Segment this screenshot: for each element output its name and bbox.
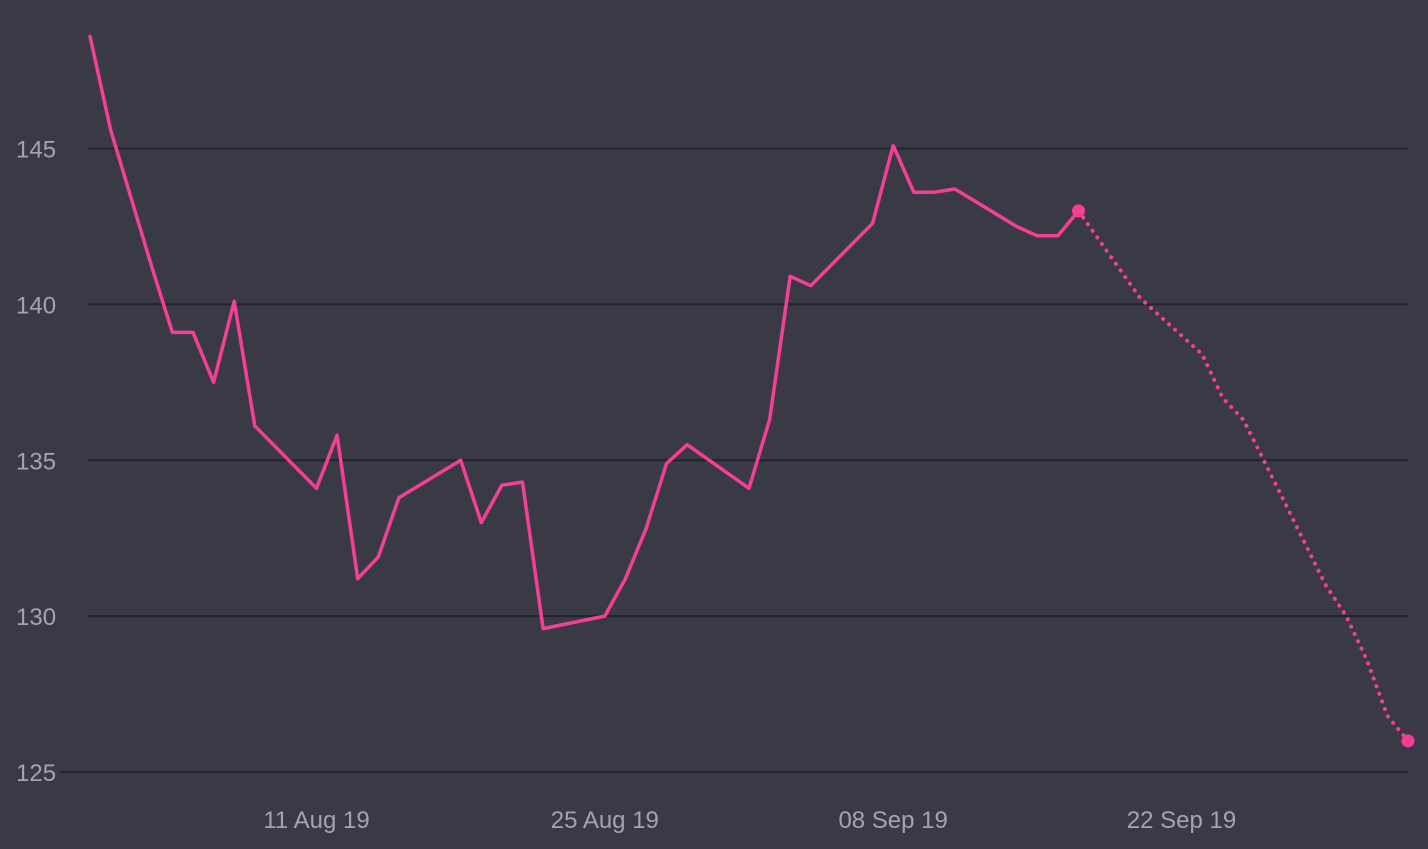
y-tick-label-135: 135: [16, 448, 56, 475]
y-tick-label-130: 130: [16, 604, 56, 631]
x-tick-label: 22 Sep 19: [1127, 807, 1236, 834]
x-tick-label: 08 Sep 19: [838, 807, 947, 834]
x-tick-label: 25 Aug 19: [551, 807, 659, 834]
gridlines: [60, 147, 1408, 773]
projected-series-line: [1076, 208, 1410, 743]
x-tick-label: 11 Aug 19: [263, 807, 369, 834]
y-tick-label-125: 125: [16, 760, 56, 787]
x-axis-ticks: 11 Aug 19 25 Aug 19 08 Sep 19 22 Sep 19: [263, 807, 1236, 834]
series-marker: [1072, 204, 1085, 218]
series-markers: [1072, 204, 1415, 748]
series-marker: [1401, 734, 1415, 748]
y-tick-label-140: 140: [16, 292, 56, 319]
y-tick-label-145: 145: [16, 137, 56, 164]
series-lines: [88, 34, 1410, 743]
actual-series-line: [88, 34, 1081, 631]
y-axis-ticks: 125 130 135 140 145: [16, 137, 56, 787]
